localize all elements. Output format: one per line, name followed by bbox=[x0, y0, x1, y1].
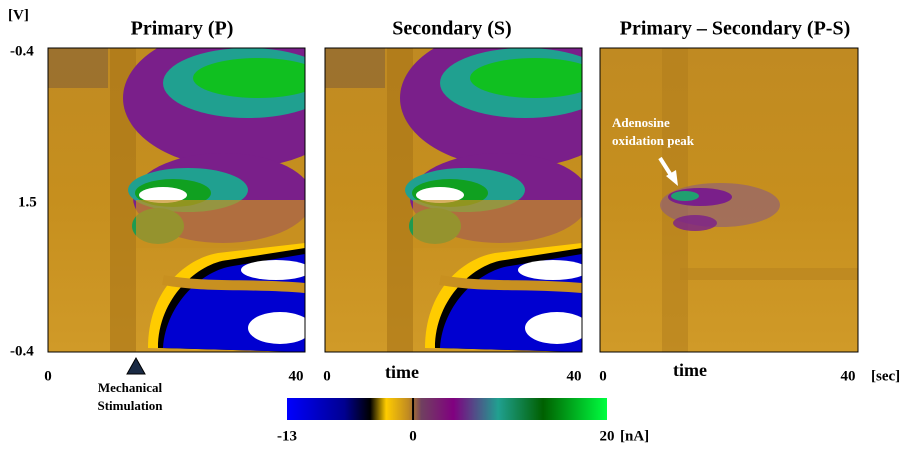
y-tick-label: -0.4 bbox=[10, 343, 34, 359]
colorbar-tick-label: -13 bbox=[277, 428, 297, 444]
colorbar-unit: [nA] bbox=[620, 428, 649, 444]
x-axis-label: time bbox=[385, 362, 419, 382]
x-tick-label: 0 bbox=[323, 368, 331, 384]
colorbar-tick-label: 20 bbox=[600, 428, 615, 444]
y-tick-label: -0.4 bbox=[10, 43, 34, 59]
annotation: Adenosine bbox=[612, 115, 670, 130]
x-tick-label: 0 bbox=[599, 368, 607, 384]
x-axis-label: time bbox=[673, 360, 707, 380]
y-tick-label: 1.5 bbox=[18, 194, 37, 210]
panel-title: Secondary (S) bbox=[392, 18, 511, 40]
x-tick-label: 40 bbox=[841, 368, 856, 384]
panel-title: Primary (P) bbox=[131, 18, 234, 40]
heatmap-secondary bbox=[325, 28, 630, 352]
colorbar bbox=[287, 398, 607, 420]
y-unit: [V] bbox=[8, 7, 29, 23]
colorbar-tick-label: 0 bbox=[409, 428, 417, 444]
x-tick-label: 40 bbox=[289, 368, 304, 384]
x-tick-label: 40 bbox=[567, 368, 582, 384]
annotation: oxidation peak bbox=[612, 133, 695, 148]
panel-title: Primary – Secondary (P-S) bbox=[620, 18, 851, 40]
stimulus-label: Mechanical bbox=[98, 380, 163, 395]
stimulus-marker bbox=[126, 356, 146, 375]
heatmap-primary bbox=[48, 28, 353, 352]
x-tick-label: 0 bbox=[44, 368, 52, 384]
heatmap-difference bbox=[600, 48, 858, 352]
stimulus-label: Stimulation bbox=[97, 398, 163, 413]
x-unit: [sec] bbox=[871, 368, 900, 384]
